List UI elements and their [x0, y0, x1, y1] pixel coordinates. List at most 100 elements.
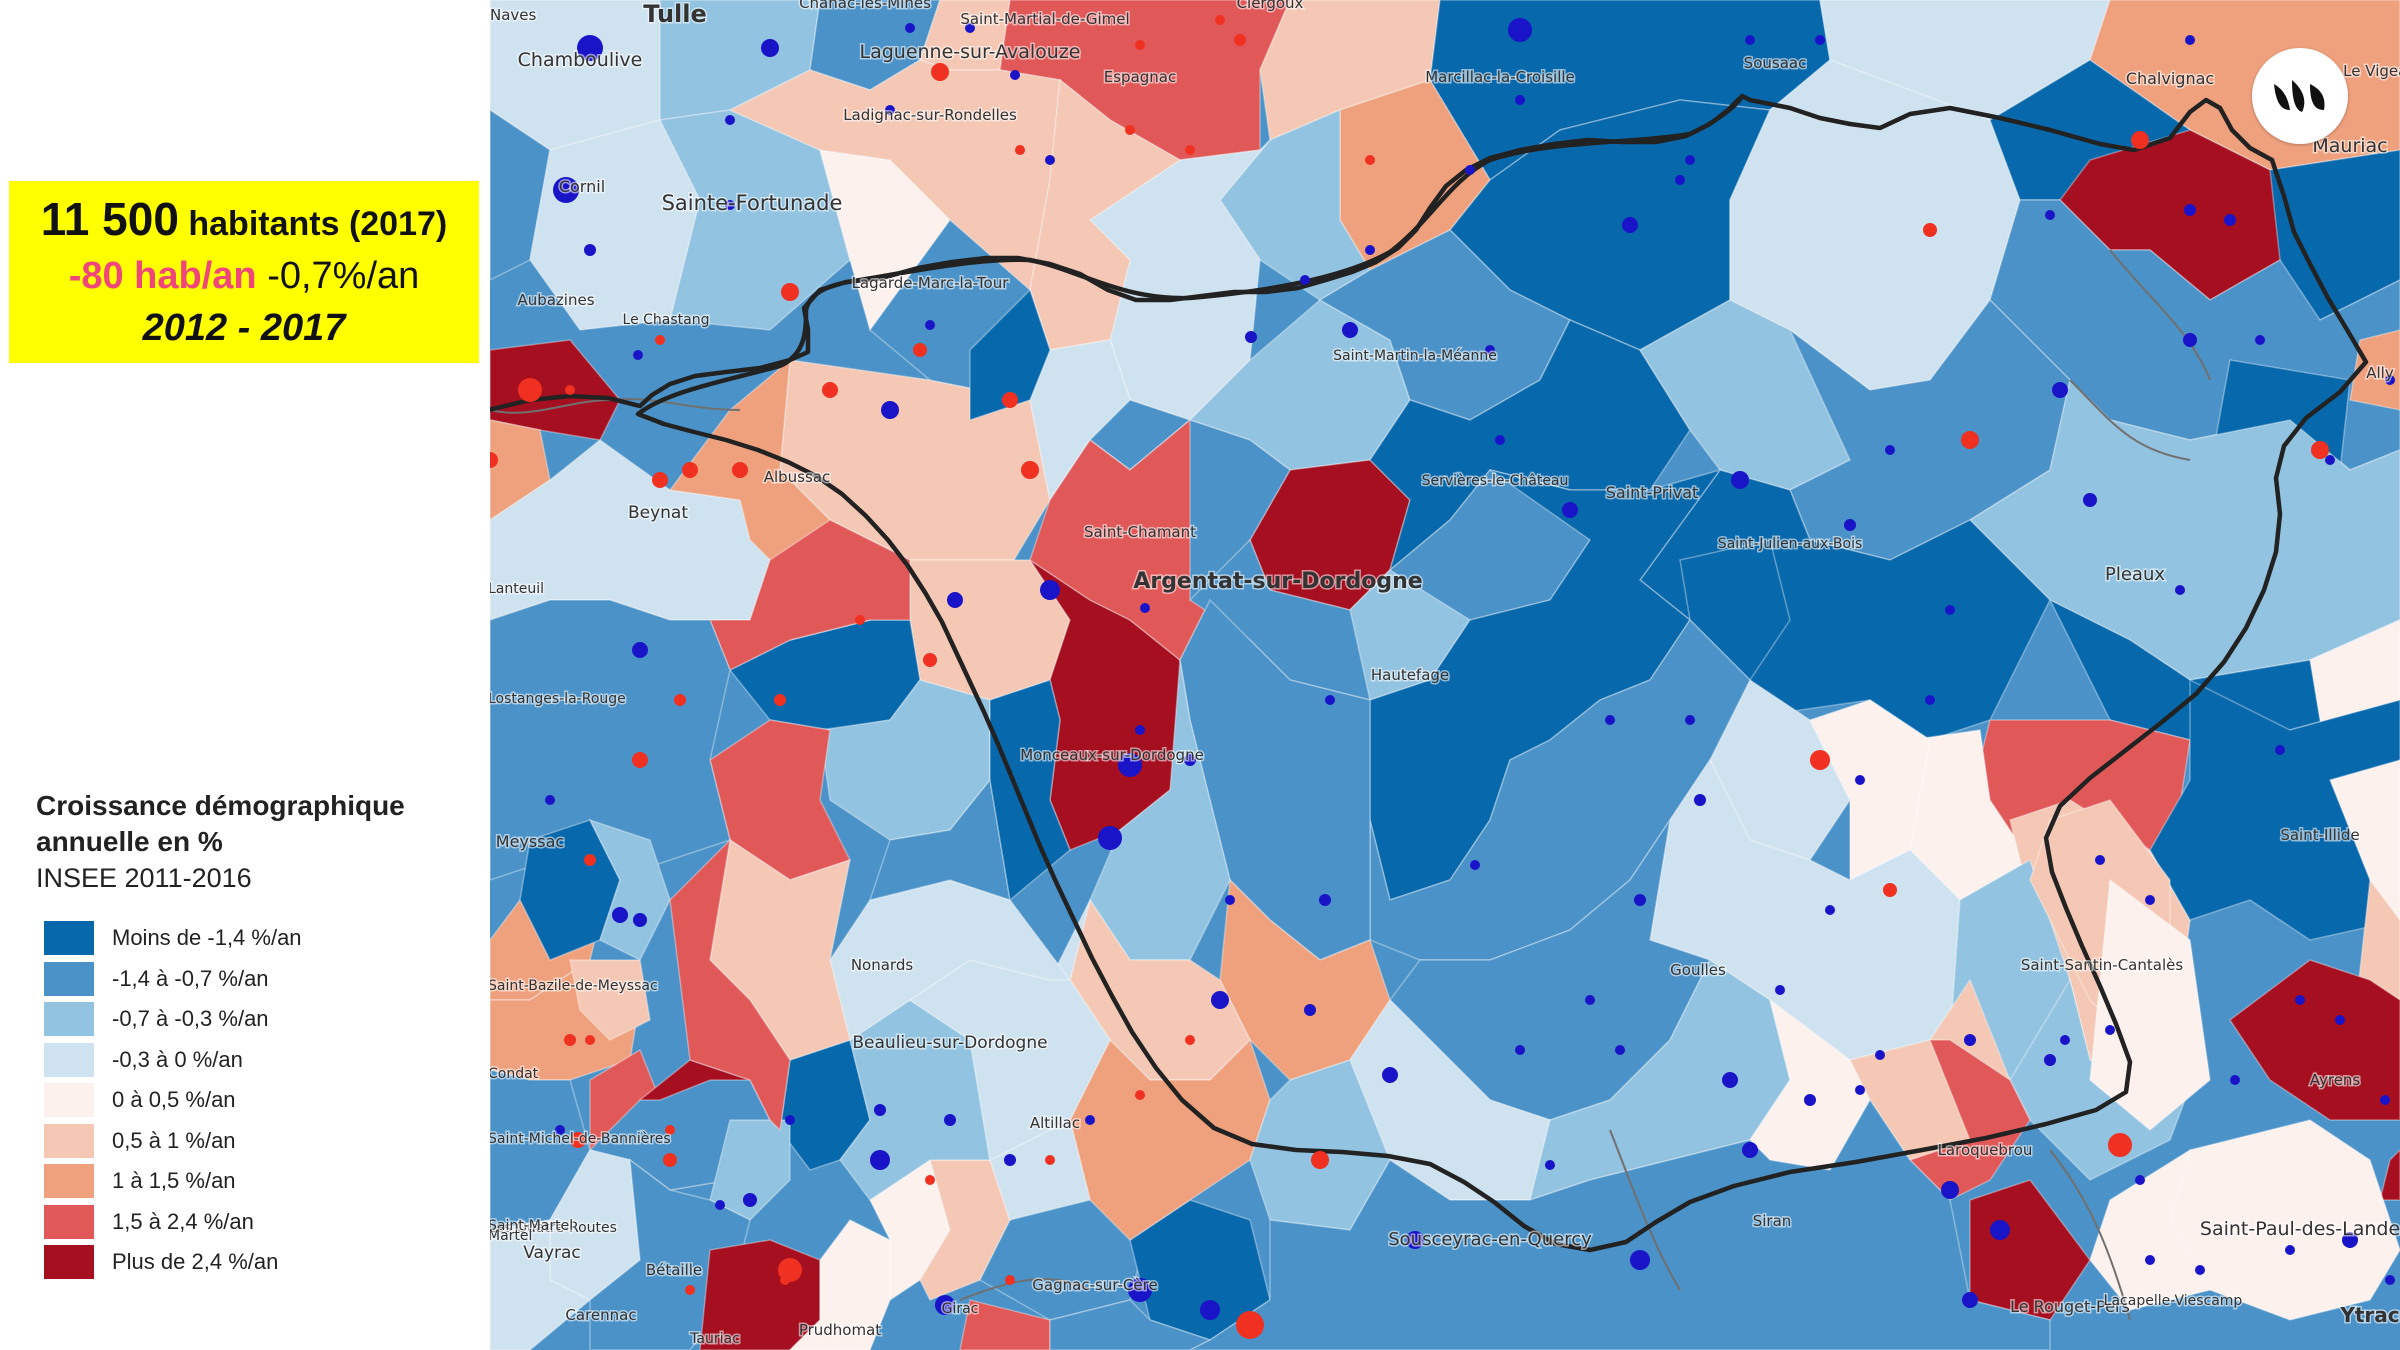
place-label: Lanteuil: [490, 581, 544, 597]
decline-marker: [1508, 18, 1532, 42]
decline-marker: [715, 1200, 725, 1210]
commune-region: [1679, 539, 1791, 682]
growth-marker: [2131, 131, 2149, 149]
commune-region: [569, 959, 651, 1041]
decline-marker: [1615, 1045, 1625, 1055]
place-label: Ayrens: [2310, 1071, 2361, 1089]
commune-region: [2149, 678, 2400, 941]
growth-marker: [732, 462, 748, 478]
commune-region: [708, 519, 911, 672]
decline-marker: [1585, 995, 1595, 1005]
place-label: Naves: [490, 6, 537, 24]
legend-title-line2: annuelle en %: [36, 826, 223, 857]
place-label: Lagarde-Marc-la-Tour: [852, 274, 1010, 292]
decline-marker: [2380, 1095, 2390, 1105]
legend-swatch: [44, 1204, 94, 1239]
place-label: Laguenne-sur-Avalouze: [859, 41, 1080, 63]
decline-marker: [1694, 794, 1706, 806]
place-label: Condat: [490, 1066, 539, 1082]
legend-item: -0,7 à -0,3 %/an: [36, 999, 476, 1040]
decline-marker: [1045, 155, 1055, 165]
decline-marker: [725, 115, 735, 125]
place-label: Vayrac: [523, 1243, 581, 1263]
decline-marker: [1634, 894, 1646, 906]
decline-marker: [925, 320, 935, 330]
change-line: -80 hab/an -0,7%/an: [9, 250, 479, 302]
growth-marker: [1135, 40, 1145, 50]
legend-swatch: [44, 1123, 94, 1158]
place-label: Beynat: [628, 503, 688, 523]
growth-marker: [1236, 1311, 1264, 1339]
decline-marker: [577, 35, 603, 61]
decline-marker: [1470, 860, 1480, 870]
growth-marker: [564, 1034, 576, 1046]
decline-marker: [1804, 1094, 1816, 1106]
growth-marker: [822, 382, 838, 398]
decline-marker: [545, 795, 555, 805]
commune-region: [1969, 1179, 2091, 1321]
period: 2012 - 2017: [142, 307, 346, 349]
place-label: Le Rouget-Pers: [2010, 1297, 2130, 1316]
place-label: Martel: [490, 1228, 532, 1244]
decline-marker: [1825, 905, 1835, 915]
decline-marker: [1300, 275, 1310, 285]
place-label: Saint-Martin-la-Méanne: [1333, 348, 1497, 364]
legend-label: -0,3 à 0 %/an: [112, 1046, 243, 1072]
decline-marker: [1775, 985, 1785, 995]
decline-marker: [584, 244, 596, 256]
legend-label: -0,7 à -0,3 %/an: [112, 1006, 269, 1032]
legend-item: Plus de 2,4 %/an: [36, 1242, 476, 1283]
legend-swatch: [44, 961, 94, 996]
choropleth-map[interactable]: Tulle Chamboulive Chanac-les-Mines Saint-Ma…: [490, 0, 2400, 1350]
decline-marker: [874, 1104, 886, 1116]
commune-region: [788, 1219, 891, 1350]
change-per-year: -80 hab/an: [68, 255, 257, 297]
decline-marker: [1382, 1067, 1398, 1083]
place-label: Saint-Paul-des-Landes: [2200, 1218, 2400, 1240]
growth-marker: [674, 694, 686, 706]
legend-swatch: [44, 1083, 94, 1118]
population-unit: habitants (2017): [188, 205, 448, 243]
growth-marker: [1961, 431, 1979, 449]
legend-label: -1,4 à -0,7 %/an: [112, 965, 269, 991]
decline-marker: [743, 1193, 757, 1207]
growth-marker: [931, 63, 949, 81]
place-label: Saint-Julien-aux-Bois: [1718, 536, 1863, 552]
decline-marker: [2105, 1025, 2115, 1035]
legend-label: 1,5 à 2,4 %/an: [112, 1208, 254, 1234]
place-label: Nonards: [851, 956, 914, 974]
place-label: Chamboulive: [518, 49, 643, 71]
decline-marker: [761, 39, 779, 57]
commune-regions: [490, 0, 2400, 1350]
growth-marker: [570, 1132, 586, 1148]
commune-region: [669, 837, 791, 1132]
place-label: Sousceyrac-en-Quercy: [1388, 1229, 1592, 1250]
legend-swatch: [44, 1002, 94, 1037]
place-label: Monceaux-sur-Dordogne: [1020, 746, 1204, 764]
place-label: Lacapelle-Viescamp: [2104, 1293, 2243, 1309]
legend-title-line1: Croissance démographique: [36, 790, 405, 821]
decline-marker: [1184, 754, 1196, 766]
decline-marker: [1941, 1181, 1959, 1199]
decline-marker: [2325, 455, 2335, 465]
decline-marker: [2044, 1054, 2056, 1066]
decline-marker: [1004, 1154, 1016, 1166]
legend-item: 1,5 à 2,4 %/an: [36, 1202, 476, 1243]
legend-swatch: [44, 1042, 94, 1077]
decline-marker: [633, 350, 643, 360]
commune-region: [2379, 1148, 2400, 1201]
decline-marker: [1304, 1004, 1316, 1016]
decline-marker: [1630, 1250, 1650, 1270]
decline-marker: [2275, 745, 2285, 755]
place-label: Espagnac: [1104, 68, 1176, 86]
place-label: Tulle: [643, 0, 707, 28]
legend-label: Moins de -1,4 %/an: [112, 925, 302, 951]
decline-marker: [1135, 725, 1145, 735]
legend-source: INSEE 2011-2016: [36, 863, 252, 893]
decline-marker: [1945, 605, 1955, 615]
decline-marker: [1962, 1292, 1978, 1308]
place-label: Clergoux: [1237, 0, 1304, 12]
border-line: [2049, 1149, 2131, 1321]
decline-marker: [1342, 322, 1358, 338]
